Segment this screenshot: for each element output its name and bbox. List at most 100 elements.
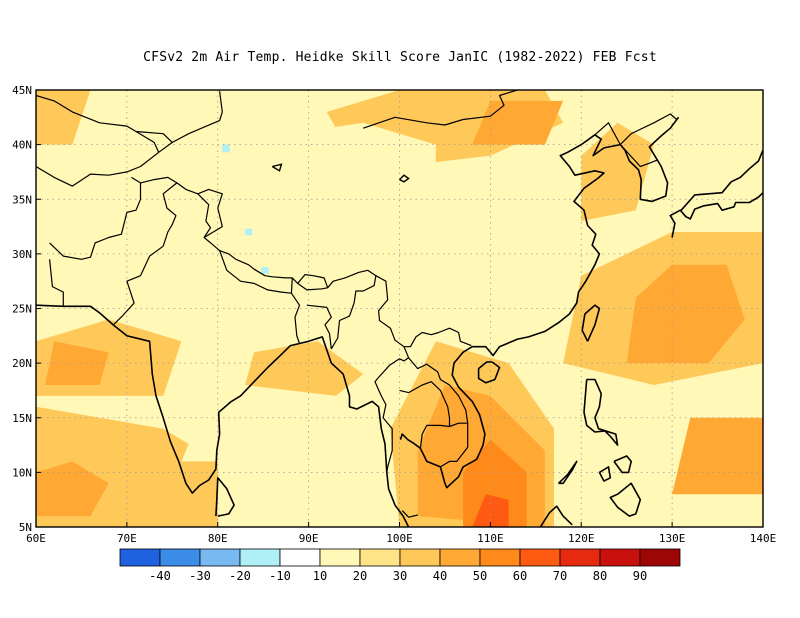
- country-border: [49, 259, 64, 307]
- country-borders: [36, 90, 679, 518]
- skill-patch: [272, 122, 436, 222]
- skill-patch: [245, 341, 364, 396]
- lat-tick-label: 20N: [12, 357, 32, 370]
- lat-tick-label: 10N: [12, 466, 32, 479]
- skill-patch: [261, 267, 269, 274]
- colorbar-label: 40: [433, 569, 447, 583]
- colorbar-swatch: [639, 548, 681, 567]
- skill-patch: [36, 90, 91, 145]
- colorbar-labels: -40 -30 -20 -10 10 20 30 40 50 60 70 80 90: [149, 569, 647, 583]
- country-border: [131, 176, 178, 184]
- colorbar-swatch: [439, 548, 481, 567]
- lat-lon-grid: [36, 90, 763, 527]
- skill-patch: [181, 406, 282, 462]
- lake-outline: [271, 163, 283, 172]
- colorbar-swatch: [479, 548, 521, 567]
- colorbar-label: 10: [313, 569, 327, 583]
- skill-patch: [45, 341, 109, 385]
- lat-tick-label: 25N: [12, 303, 32, 316]
- colorbar-swatch: [519, 548, 561, 567]
- lon-tick-label: 100E: [386, 532, 413, 545]
- lat-tick-label: 15N: [12, 412, 32, 425]
- country-border: [374, 346, 410, 473]
- colorbar-label: 90: [633, 569, 647, 583]
- skill-patch: [672, 417, 763, 495]
- lon-tick-label: 70E: [117, 532, 137, 545]
- country-border: [36, 94, 173, 187]
- skill-patch: [36, 461, 109, 517]
- colorbar-label: -40: [149, 569, 171, 583]
- colorbar-label: 50: [473, 569, 487, 583]
- lat-tick-label: 40N: [12, 139, 32, 152]
- lat-tick-label: 30N: [12, 248, 32, 261]
- country-border: [297, 282, 328, 291]
- colorbar-swatch: [599, 548, 641, 567]
- coastline: [583, 378, 619, 446]
- colorbar-label: 60: [513, 569, 527, 583]
- country-border: [172, 91, 223, 143]
- coastline: [36, 304, 410, 527]
- coastline: [539, 505, 573, 527]
- country-border: [363, 90, 518, 129]
- lon-tick-label: 130E: [659, 532, 686, 545]
- coastline: [613, 455, 633, 474]
- coastline: [669, 192, 763, 238]
- colorbar-swatch: [239, 548, 281, 567]
- skill-patch: [472, 494, 509, 527]
- colorbar-swatch: [399, 548, 441, 567]
- lake-outline: [186, 74, 209, 81]
- skill-patch: [245, 228, 253, 236]
- skill-shading: [36, 90, 763, 527]
- colorbar-label: -10: [269, 569, 291, 583]
- coastline: [215, 476, 235, 517]
- lon-tick-label: 120E: [568, 532, 595, 545]
- country-border: [401, 510, 418, 518]
- colorbar-swatch: [159, 548, 201, 567]
- country-border: [399, 381, 451, 427]
- country-border: [49, 182, 142, 260]
- colorbar-swatch: [319, 548, 361, 567]
- country-border: [375, 275, 472, 348]
- coastline: [557, 460, 578, 485]
- skill-patch: [463, 439, 527, 527]
- country-border: [219, 250, 293, 294]
- colorbar-label: 80: [593, 569, 607, 583]
- coastline: [598, 466, 612, 482]
- country-border: [440, 423, 469, 468]
- lon-tick-label: 140E: [750, 532, 777, 545]
- colorbar-swatch: [199, 548, 241, 567]
- colorbar-label: -20: [229, 569, 251, 583]
- skill-patch: [222, 144, 230, 153]
- coastline: [581, 304, 601, 342]
- colorbar-swatch: [279, 548, 321, 567]
- lat-tick-label: 5N: [19, 521, 32, 534]
- map-title: CFSv2 2m Air Temp. Heidke Skill Score Ja…: [143, 50, 657, 65]
- coastline: [399, 116, 680, 489]
- skill-patch: [63, 188, 182, 265]
- country-border: [290, 292, 301, 344]
- lon-tick-label: 60E: [26, 532, 46, 545]
- country-border: [408, 357, 469, 449]
- country-border: [306, 304, 332, 349]
- country-border: [197, 188, 223, 239]
- colorbar-label: 30: [393, 569, 407, 583]
- coastline: [680, 149, 763, 211]
- lat-tick-label: 45N: [12, 84, 32, 97]
- colorbar-label: 20: [353, 569, 367, 583]
- colorbar-swatch: [119, 548, 161, 567]
- lon-tick-label: 80E: [208, 532, 228, 545]
- skill-patch: [581, 122, 654, 222]
- coastlines: [36, 74, 763, 527]
- colorbar-swatch: [359, 548, 401, 567]
- colorbar-swatch: [559, 548, 601, 567]
- lon-tick-label: 90E: [299, 532, 319, 545]
- skill-patch: [626, 264, 745, 364]
- lake-outline: [399, 174, 410, 183]
- lat-tick-labels: 5N 10N 15N 20N 25N 30N 35N 40N 45N: [12, 84, 41, 534]
- lon-tick-labels: 60E 70E 80E 90E 100E 110E 120E 130E 140E: [26, 522, 776, 545]
- colorbar: [119, 548, 681, 567]
- lat-tick-label: 35N: [12, 193, 32, 206]
- country-border: [112, 182, 377, 350]
- lon-tick-label: 110E: [477, 532, 504, 545]
